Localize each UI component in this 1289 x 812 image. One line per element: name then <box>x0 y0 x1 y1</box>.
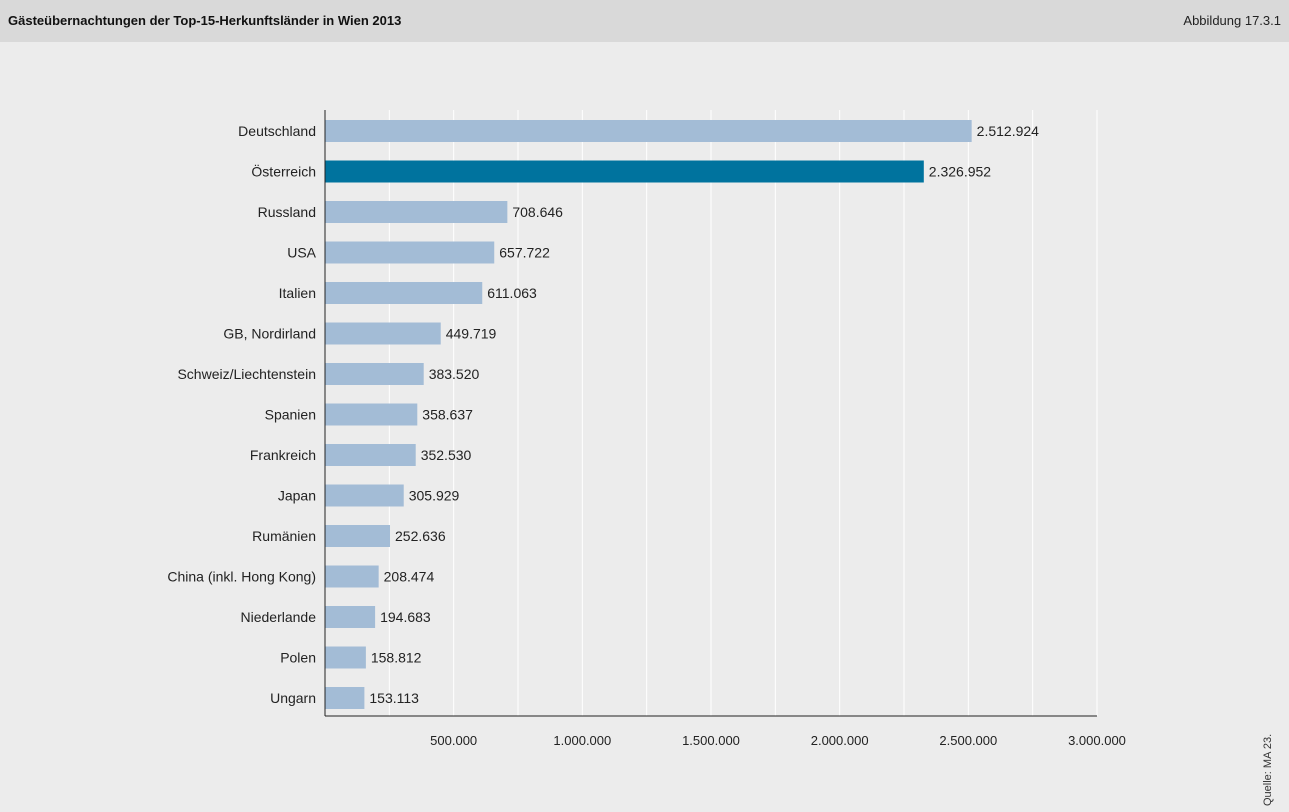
bar <box>325 120 972 142</box>
bar <box>325 606 376 628</box>
value-label: 352.530 <box>421 447 472 463</box>
value-label: 358.637 <box>422 407 473 423</box>
category-label: Italien <box>279 285 316 301</box>
category-label: USA <box>287 245 316 261</box>
figure-reference: Abbildung 17.3.1 <box>1183 13 1281 28</box>
x-tick-label: 2.500.000 <box>939 733 997 748</box>
bar <box>325 484 404 507</box>
value-label: 708.646 <box>512 204 563 220</box>
chart-title: Gästeübernachtungen der Top-15-Herkunfts… <box>8 13 402 28</box>
value-label: 208.474 <box>384 569 435 585</box>
category-label: Deutschland <box>238 123 316 139</box>
value-label: 194.683 <box>380 609 431 625</box>
header-bar: Gästeübernachtungen der Top-15-Herkunfts… <box>0 0 1289 42</box>
category-label: China (inkl. Hong Kong) <box>167 569 316 585</box>
category-label: Polen <box>280 650 316 666</box>
category-label: Frankreich <box>250 447 316 463</box>
source-note: Quelle: MA 23. <box>1262 733 1274 806</box>
category-label: Japan <box>278 488 316 504</box>
bar <box>325 322 441 345</box>
category-label: Österreich <box>251 163 316 180</box>
value-label: 305.929 <box>409 488 460 504</box>
category-label: Ungarn <box>270 690 316 706</box>
category-label: GB, Nordirland <box>223 326 316 342</box>
value-label: 383.520 <box>429 366 480 382</box>
bar <box>325 241 495 264</box>
x-tick-label: 500.000 <box>430 733 477 748</box>
category-label: Schweiz/Liechtenstein <box>177 366 316 382</box>
value-label: 153.113 <box>369 690 419 706</box>
category-label: Niederlande <box>241 609 317 625</box>
value-label: 611.063 <box>487 285 537 301</box>
bar <box>325 160 924 183</box>
value-label: 252.636 <box>395 528 446 544</box>
bar <box>325 444 416 466</box>
x-tick-label: 2.000.000 <box>811 733 869 748</box>
x-tick-label: 1.500.000 <box>682 733 740 748</box>
value-label: 449.719 <box>446 326 497 342</box>
bar <box>325 687 365 709</box>
bar <box>325 282 483 304</box>
category-label: Spanien <box>265 407 316 423</box>
bar <box>325 646 366 669</box>
bar <box>325 525 391 547</box>
value-label: 2.326.952 <box>929 164 991 180</box>
value-label: 2.512.924 <box>977 123 1039 139</box>
value-label: 158.812 <box>371 650 422 666</box>
bar <box>325 403 418 426</box>
bar <box>325 363 424 385</box>
x-tick-label: 1.000.000 <box>553 733 611 748</box>
bar <box>325 565 379 588</box>
category-label: Rumänien <box>252 528 316 544</box>
bar <box>325 201 508 223</box>
category-label: Russland <box>258 204 316 220</box>
x-tick-label: 3.000.000 <box>1068 733 1126 748</box>
value-label: 657.722 <box>499 245 550 261</box>
